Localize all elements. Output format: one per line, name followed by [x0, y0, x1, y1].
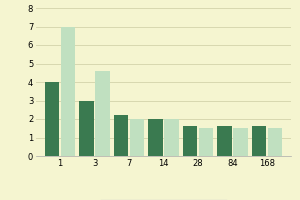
Bar	[61, 26, 76, 156]
Bar	[114, 115, 128, 156]
Bar	[183, 126, 197, 156]
Bar	[45, 82, 59, 156]
Bar	[148, 119, 163, 156]
Bar	[79, 100, 94, 156]
Bar	[164, 119, 179, 156]
Bar	[233, 128, 248, 156]
Bar	[251, 126, 266, 156]
Bar	[95, 71, 110, 156]
Bar	[130, 119, 144, 156]
Bar	[217, 126, 232, 156]
Bar	[268, 128, 282, 156]
Bar	[199, 128, 213, 156]
